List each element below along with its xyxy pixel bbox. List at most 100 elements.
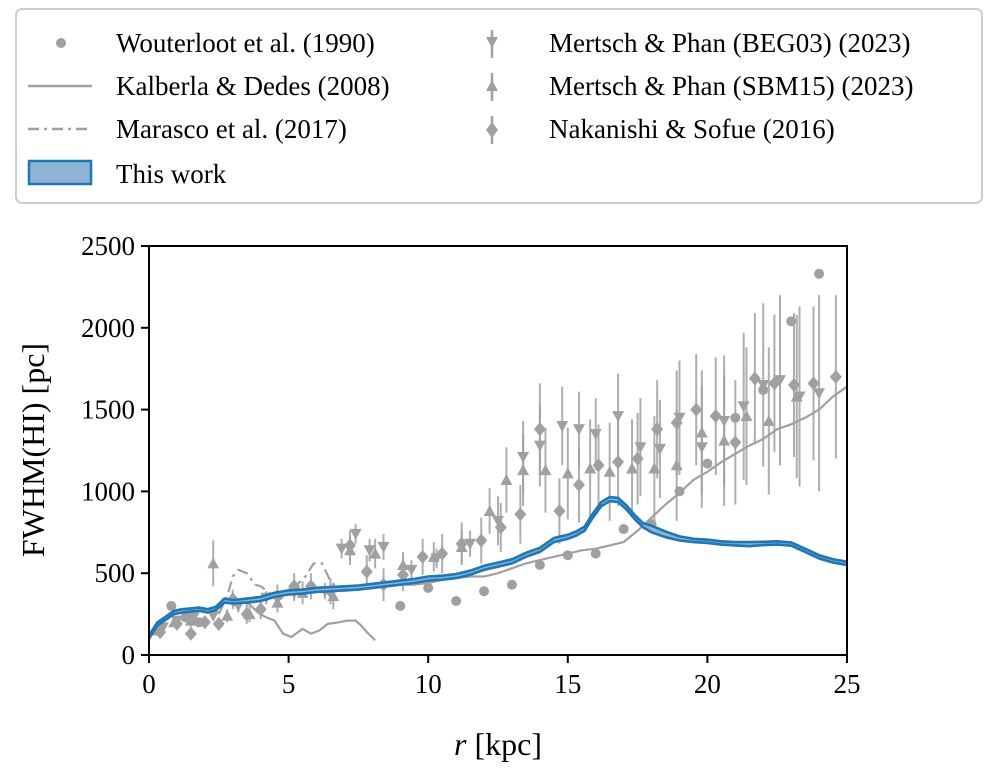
x-tick-label: 15 [554,669,581,699]
nakanishi-sofue-2016-point [709,409,722,424]
legend-label: Mertsch & Phan (BEG03) (2023) [549,28,910,58]
y-tick-label: 0 [122,640,136,670]
legend-label: Kalberla & Dedes (2008) [116,71,390,101]
nakanishi-sofue-2016-point [533,422,546,437]
x-axis-label: r [kpc] [454,726,542,762]
nakanishi-sofue-2016-point [397,567,410,582]
y-axis-label: FWHM(HI) [pc] [15,343,51,557]
nakanishi-sofue-2016-point [748,371,761,386]
wouterloot-et-al-1990-point [814,268,825,279]
nakanishi-sofue-2016-point [254,602,267,617]
nakanishi-sofue-2016-point [807,376,820,391]
mertsch-phan-beg03-2023-point [589,429,602,441]
mertsch-phan-sbm15-2023-point [695,426,708,438]
legend: Wouterloot et al. (1990) Kalberla & Dede… [15,8,983,204]
nakanishi-sofue-2016-point [455,536,468,551]
nakanishi-sofue-2016-point [475,533,488,548]
mertsch-phan-sbm15-2023-point [603,465,616,477]
nakanishi-sofue-2016-point [184,626,197,641]
legend-label: Marasco et al. (2017) [116,114,347,144]
wouterloot-et-al-1990-point [423,582,434,593]
wouterloot-et-al-1990-point [451,596,462,607]
data-marks [147,268,848,642]
mertsch-phan-beg03-2023-point [335,543,348,555]
y-tick-label: 1000 [81,476,135,506]
y-tick-label: 500 [95,558,136,588]
wouterloot-et-al-1990-point [180,612,191,623]
mertsch-phan-sbm15-2023-point [740,410,753,422]
axes-frame [148,245,848,656]
x-tick-label: 5 [282,669,296,699]
mertsch-phan-sbm15-2023-point [369,547,382,559]
nakanishi-sofue-2016-point [212,616,225,631]
y-tick-label: 2500 [81,231,135,261]
mertsch-phan-beg03-2023-point [556,420,569,432]
legend-label: Wouterloot et al. (1990) [116,28,375,58]
legend-item-kalberla: Kalberla & Dedes (2008) [28,71,390,101]
nakanishi-sofue-2016-point [514,507,527,522]
x-tick-label: 20 [694,669,721,699]
legend-label: Nakanishi & Sofue (2016) [549,114,835,144]
mertsch-phan-sbm15-2023-point [483,505,496,517]
mertsch-phan-sbm15-2023-point [517,464,530,476]
nakanishi-sofue-2016-point [494,520,507,535]
legend-triangle-down-marker [486,37,498,48]
nakanishi-sofue-2016-point [360,564,373,579]
mertsch-phan-sbm15-2023-point [718,434,731,446]
kalberla-dedes-2008-line [380,385,848,586]
mertsch-phan-sbm15-2023-point [221,609,234,621]
legend-item-wouterloot: Wouterloot et al. (1990) [56,28,375,58]
plot-area: 0 5 10 15 20 25 0 500 1000 1500 2000 2500 [81,231,861,699]
mertsch-phan-sbm15-2023-point [561,467,574,479]
y-tick-label: 1500 [81,395,135,425]
wouterloot-et-al-1990-point [506,579,517,590]
nakanishi-sofue-2016-point [344,538,357,553]
x-tick-label: 10 [415,669,442,699]
mertsch-phan-sbm15-2023-point [648,462,661,474]
nakanishi-sofue-2016-point [553,504,566,519]
legend-circle-marker [56,38,66,48]
nakanishi-sofue-2016-point [154,625,167,640]
wouterloot-et-al-1990-point [702,458,713,469]
mertsch-phan-beg03-2023-point [757,380,770,392]
wouterloot-et-al-1990-point [479,586,490,597]
mertsch-phan-sbm15-2023-point [762,415,775,427]
wouterloot-et-al-1990-point [590,548,601,559]
mertsch-phan-sbm15-2023-point [184,614,197,626]
mertsch-phan-sbm15-2023-point [207,557,220,569]
wouterloot-et-al-1990-point [618,524,629,535]
nakanishi-sofue-2016-point [592,458,605,473]
mertsch-phan-beg03-2023-point [737,401,750,413]
x-tick-label: 25 [834,669,861,699]
mertsch-phan-beg03-2023-point [773,375,786,387]
mertsch-phan-beg03-2023-point [405,564,418,576]
nakanishi-sofue-2016-point [690,402,703,417]
nakanishi-sofue-2016-point [631,451,644,466]
mertsch-phan-beg03-2023-point [634,442,647,454]
wouterloot-et-al-1990-point [166,600,177,611]
mertsch-phan-beg03-2023-point [363,545,376,557]
mertsch-phan-sbm15-2023-point [427,550,440,562]
nakanishi-sofue-2016-point [170,616,183,631]
nakanishi-sofue-2016-point [436,546,449,561]
legend-label: Mertsch & Phan (SBM15) (2023) [549,71,913,101]
nakanishi-sofue-2016-point [829,369,842,384]
legend-item-nakanishi: Nakanishi & Sofue (2016) [486,114,835,144]
mertsch-phan-beg03-2023-point [653,443,666,455]
y-tick-label: 2000 [81,313,135,343]
nakanishi-sofue-2016-point [651,422,664,437]
mertsch-phan-beg03-2023-point [464,538,477,550]
nakanishi-sofue-2016-point [240,607,253,622]
legend-frame [15,8,983,204]
axis-ticks: 0 5 10 15 20 25 0 500 1000 1500 2000 2500 [81,231,861,699]
nakanishi-sofue-2016-point [416,549,429,564]
nakanishi-sofue-2016-point [198,615,211,630]
legend-item-beg03: Mertsch & Phan (BEG03) (2023) [486,28,910,58]
kalberla-dedes-2008-line [232,599,376,642]
wouterloot-et-al-1990-point [395,600,406,611]
mertsch-phan-beg03-2023-point [207,610,220,622]
x-axis-label-unit: [kpc] [466,726,542,762]
mertsch-phan-sbm15-2023-point [626,462,639,474]
mertsch-phan-sbm15-2023-point [584,462,597,474]
